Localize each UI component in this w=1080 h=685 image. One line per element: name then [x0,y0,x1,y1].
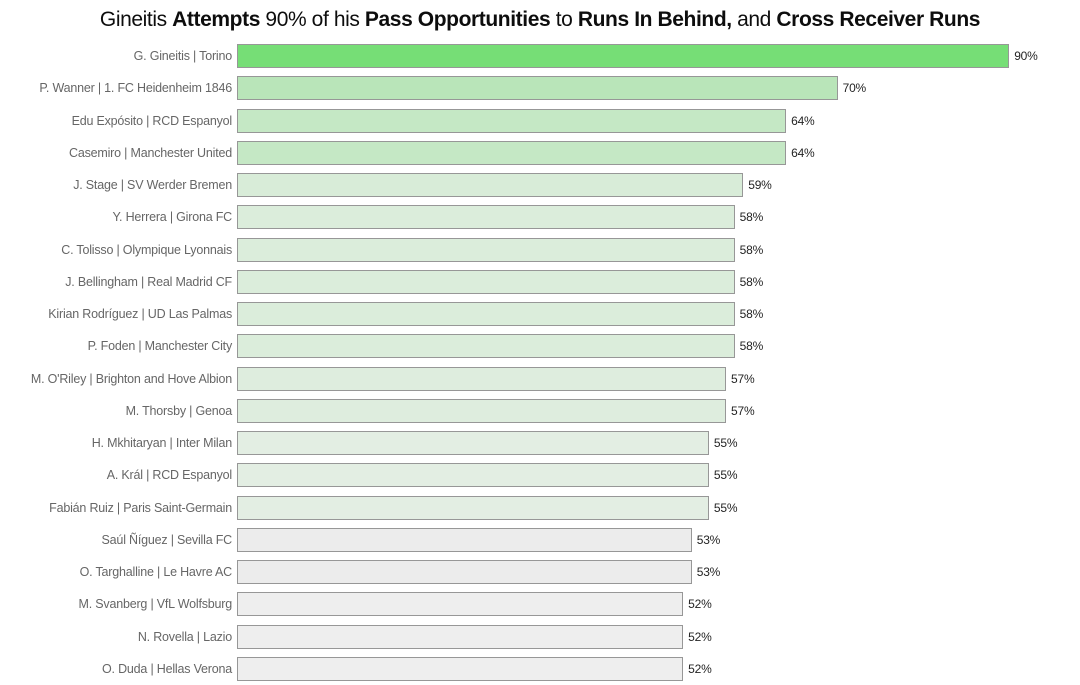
table-row: H. Mkhitaryan | Inter Milan 55% [0,427,1080,459]
player-label: P. Foden | Manchester City [87,339,233,354]
bar [237,334,735,359]
table-row: Casemiro | Manchester United 64% [0,137,1080,169]
value-label: 52% [688,661,712,676]
table-row: N. Rovella | Lazio 52% [0,621,1080,653]
player-label: N. Rovella | Lazio [137,629,232,644]
value-label: 59% [748,178,772,193]
page-title: Gineitis Attempts 90% of his Pass Opport… [0,0,1080,40]
title-segment: Cross Receiver Runs [776,8,981,31]
table-row: P. Foden | Manchester City 58% [0,330,1080,362]
bar [237,463,709,488]
table-row: Edu Expósito | RCD Espanyol 64% [0,105,1080,137]
player-label: A. Král | RCD Espanyol [106,468,232,483]
player-label: Casemiro | Manchester United [69,145,232,160]
bar [237,269,735,294]
value-label: 53% [696,565,721,580]
player-label: G. Gineitis | Torino [133,49,233,64]
bar [237,656,684,681]
table-row: A. Král | RCD Espanyol 55% [0,459,1080,491]
value-label: 70% [842,81,867,96]
bar [237,140,787,165]
player-label: Fabián Ruiz | Paris Saint-Germain [49,500,232,515]
table-row: Kirian Rodríguez | UD Las Palmas 58% [0,298,1080,330]
bar [237,44,1010,69]
value-label: 57% [731,371,755,386]
title-segment: Attempts [172,8,260,31]
player-label: M. Thorsby | Genoa [125,403,233,418]
value-label: 58% [739,242,764,257]
player-label: H. Mkhitaryan | Inter Milan [91,436,232,451]
value-label: 55% [713,500,738,515]
value-label: 58% [739,307,764,322]
table-row: J. Stage | SV Werder Bremen 59% [0,169,1080,201]
value-label: 55% [713,436,738,451]
bar [237,398,727,423]
player-label: Edu Expósito | RCD Espanyol [71,113,233,128]
bar [237,592,684,617]
value-label: 57% [731,403,755,418]
value-label: 52% [688,629,712,644]
value-label: 64% [791,113,815,128]
title-segment: Runs In Behind, [577,8,732,31]
bar [237,205,735,230]
value-label: 53% [696,532,721,547]
value-label: 64% [791,145,815,160]
title-segment: Gineitis [99,8,173,31]
table-row: M. Svanberg | VfL Wolfsburg 52% [0,588,1080,620]
player-label: M. Svanberg | VfL Wolfsburg [78,597,233,612]
bar [237,560,692,585]
player-label: P. Wanner | 1. FC Heidenheim 1846 [39,81,232,96]
table-row: C. Tolisso | Olympique Lyonnais 58% [0,234,1080,266]
title-segment: 90% of his [259,8,365,31]
bar [237,495,709,520]
player-label: Y. Herrera | Girona FC [112,210,233,225]
table-row: J. Bellingham | Real Madrid CF 58% [0,266,1080,298]
value-label: 58% [739,339,764,354]
bar [237,624,684,649]
table-row: O. Duda | Hellas Verona 52% [0,653,1080,685]
title-segment: to [550,8,578,31]
bar [237,76,838,101]
value-label: 90% [1014,49,1038,64]
value-label: 52% [688,597,712,612]
player-label: C. Tolisso | Olympique Lyonnais [61,242,232,257]
player-label: J. Bellingham | Real Madrid CF [65,274,232,289]
table-row: P. Wanner | 1. FC Heidenheim 1846 70% [0,72,1080,104]
bar [237,431,709,456]
player-label: M. O'Riley | Brighton and Hove Albion [30,371,232,386]
value-label: 55% [713,468,738,483]
table-row: G. Gineitis | Torino 90% [0,40,1080,72]
value-label: 58% [739,210,764,225]
table-row: Saúl Ñíguez | Sevilla FC 53% [0,524,1080,556]
player-label: Kirian Rodríguez | UD Las Palmas [48,307,232,322]
bar [237,366,727,391]
table-row: M. Thorsby | Genoa 57% [0,395,1080,427]
bar [237,237,735,262]
table-row: Fabián Ruiz | Paris Saint-Germain 55% [0,492,1080,524]
table-row: M. O'Riley | Brighton and Hove Albion 57… [0,363,1080,395]
player-label: Saúl Ñíguez | Sevilla FC [101,532,233,547]
player-label: J. Stage | SV Werder Bremen [73,178,232,193]
value-label: 58% [739,274,764,289]
player-label: O. Targhalline | Le Havre AC [79,565,233,580]
bar [237,108,787,133]
bar [237,527,692,552]
bar [237,173,744,198]
title-segment: and [731,8,777,31]
table-row: Y. Herrera | Girona FC 58% [0,201,1080,233]
title-segment: Pass Opportunities [364,8,551,31]
table-row: O. Targhalline | Le Havre AC 53% [0,556,1080,588]
player-label: O. Duda | Hellas Verona [102,661,232,676]
bar [237,302,735,327]
bar-chart: G. Gineitis | Torino 90% P. Wanner | 1. … [0,40,1080,685]
